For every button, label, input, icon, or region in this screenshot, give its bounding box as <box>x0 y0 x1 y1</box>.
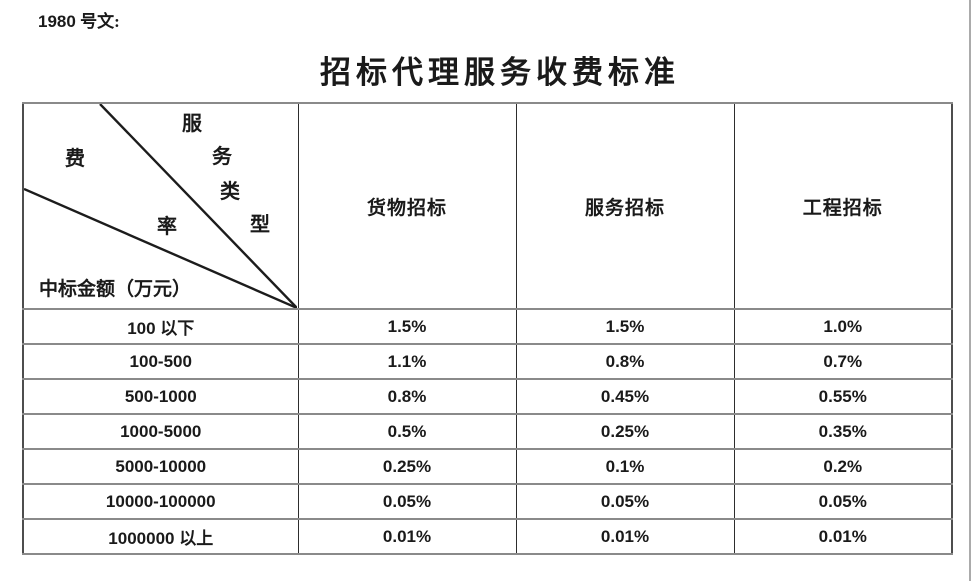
row-label: 500-1000 <box>22 378 299 415</box>
table-row: 100 以下 1.5% 1.5% 1.0% <box>22 308 953 345</box>
row-label: 5000-10000 <box>22 448 299 485</box>
fee-value: 0.8% <box>297 378 517 415</box>
fee-value: 0.01% <box>515 518 735 555</box>
rate-char: 率 <box>157 216 177 238</box>
fee-value: 0.05% <box>297 483 517 520</box>
column-header-services-bidding: 服务招标 <box>515 102 735 310</box>
fee-value: 0.05% <box>515 483 735 520</box>
table-header-row: 服 务 类 型 费 率 中标金额（万元） 货物招标 服务招标 工程招标 <box>22 102 953 310</box>
service-type-char: 服 <box>182 113 202 135</box>
page-edge-divider <box>969 0 971 581</box>
fee-value: 0.01% <box>733 518 953 555</box>
doc-number-suffix: 号文: <box>75 12 120 31</box>
fee-value: 1.0% <box>733 308 953 345</box>
fee-value: 0.25% <box>515 413 735 450</box>
fee-value: 0.8% <box>515 343 735 380</box>
table-row: 10000-100000 0.05% 0.05% 0.05% <box>22 483 953 520</box>
service-type-char: 型 <box>250 214 270 236</box>
service-type-char: 务 <box>212 146 232 168</box>
fee-value: 0.1% <box>515 448 735 485</box>
column-header-goods-bidding: 货物招标 <box>297 102 517 310</box>
row-label: 100-500 <box>22 343 299 380</box>
diagonal-header-cell: 服 务 类 型 费 率 中标金额（万元） <box>22 102 299 310</box>
row-label: 10000-100000 <box>22 483 299 520</box>
fee-value: 1.5% <box>515 308 735 345</box>
table-row: 100-500 1.1% 0.8% 0.7% <box>22 343 953 380</box>
doc-number: 1980 号文: <box>38 7 120 32</box>
column-header-works-bidding: 工程招标 <box>733 102 953 310</box>
row-label: 100 以下 <box>22 308 299 345</box>
fee-value: 0.55% <box>733 378 953 415</box>
diagonal-divider-lines <box>24 104 297 308</box>
fee-value: 0.01% <box>297 518 517 555</box>
doc-number-value: 1980 <box>38 12 76 31</box>
fee-value: 1.1% <box>297 343 517 380</box>
table-row: 1000-5000 0.5% 0.25% 0.35% <box>22 413 953 450</box>
table-row: 5000-10000 0.25% 0.1% 0.2% <box>22 448 953 485</box>
row-label: 1000-5000 <box>22 413 299 450</box>
fee-value: 0.5% <box>297 413 517 450</box>
rate-char: 费 <box>65 148 85 170</box>
service-type-char: 类 <box>220 181 240 203</box>
fee-value: 0.35% <box>733 413 953 450</box>
fee-value: 0.45% <box>515 378 735 415</box>
row-label: 1000000 以上 <box>22 518 299 555</box>
amount-axis-label: 中标金额（万元） <box>39 279 192 300</box>
page-title: 招标代理服务收费标准 <box>320 55 680 90</box>
fee-value: 0.2% <box>733 448 953 485</box>
fee-value: 1.5% <box>297 308 517 345</box>
fee-value: 0.25% <box>297 448 517 485</box>
fee-value: 0.7% <box>733 343 953 380</box>
fee-standard-table: 服 务 类 型 费 率 中标金额（万元） 货物招标 服务招标 工程招标 100 … <box>22 102 953 555</box>
table-row: 1000000 以上 0.01% 0.01% 0.01% <box>22 518 953 555</box>
fee-value: 0.05% <box>733 483 953 520</box>
table-row: 500-1000 0.8% 0.45% 0.55% <box>22 378 953 415</box>
